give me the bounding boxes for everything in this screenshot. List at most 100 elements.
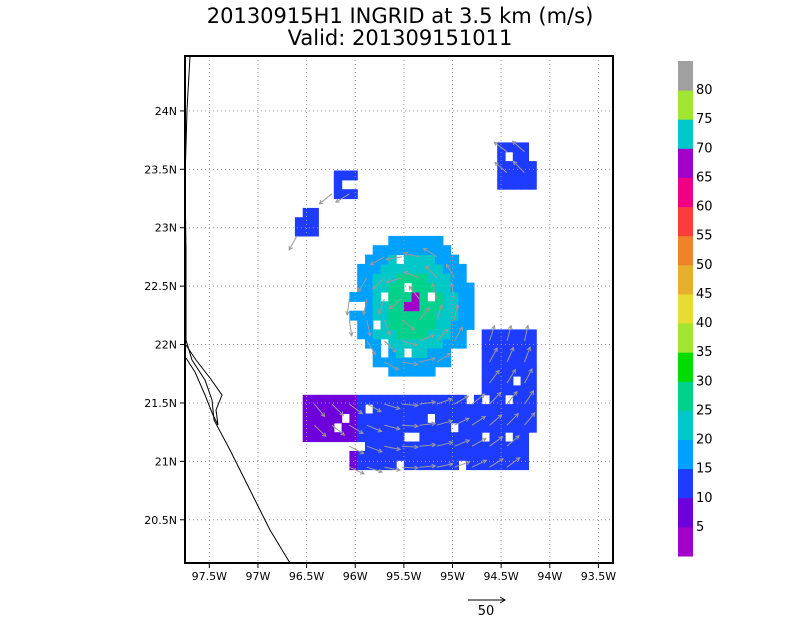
wind-cell: [450, 273, 459, 284]
wind-vector: [366, 403, 382, 413]
wind-cell: [435, 432, 444, 443]
wind-vector: [383, 319, 391, 337]
wind-vector-head: [497, 414, 503, 419]
wind-vector-head: [511, 140, 517, 146]
reference-vector-head: [499, 596, 506, 604]
wind-cell: [489, 357, 498, 368]
wind-vector-shaft: [454, 395, 469, 405]
wind-vector-shaft: [378, 298, 385, 315]
wind-vector-shaft: [401, 403, 418, 406]
wind-vector: [511, 140, 525, 153]
x-tick-label: 96W: [343, 570, 368, 583]
wind-cell: [419, 254, 428, 265]
wind-cell: [427, 310, 436, 321]
wind-vector: [384, 361, 400, 371]
wind-vector-shaft: [454, 439, 470, 447]
wind-vector-shaft: [419, 334, 435, 342]
wind-cell: [473, 450, 483, 461]
wind-vector: [288, 235, 298, 251]
wind-vector-head: [402, 251, 408, 257]
wind-vector: [454, 417, 470, 426]
wind-cell: [403, 254, 413, 265]
wind-cell: [497, 170, 506, 181]
wind-cell: [349, 413, 358, 424]
wind-vector: [489, 414, 503, 426]
wind-cell: [365, 320, 374, 330]
wind-cell: [333, 179, 343, 190]
colorbar: 5 10 15 20 25 30 35 40 45 50 55 60 65 70 75 80: [678, 61, 713, 557]
wind-vector-head: [413, 361, 419, 367]
wind-cell: [396, 263, 405, 274]
wind-cell: [365, 254, 374, 265]
wind-vector-shaft: [524, 325, 529, 342]
wind-vector: [494, 161, 508, 174]
wind-vector: [506, 368, 516, 384]
wind-cell: [396, 329, 405, 340]
wind-cell: [357, 404, 366, 414]
wind-vector: [366, 319, 372, 337]
colorbar-label: 45: [696, 287, 713, 302]
wind-cell: [341, 404, 350, 414]
wind-vector-head: [339, 411, 345, 417]
wind-vector-shaft: [314, 424, 327, 437]
wind-cell: [294, 226, 304, 237]
wind-vector-head: [378, 468, 384, 474]
wind-vector-head: [377, 428, 383, 433]
colorbar-label: 55: [696, 229, 713, 244]
wind-cell: [341, 170, 350, 181]
wind-cell: [497, 422, 506, 433]
wind-cell: [481, 338, 491, 349]
wind-cell: [388, 413, 397, 424]
wind-vector-shaft: [436, 352, 451, 363]
wind-cell: [458, 263, 467, 274]
wind-vector-shaft: [384, 424, 401, 430]
wind-cell: [435, 282, 444, 293]
wind-cell: [411, 329, 420, 340]
wind-vector-head: [530, 412, 536, 417]
wind-cell: [520, 161, 529, 171]
wind-cell: [372, 432, 382, 443]
coastline-lagoon: [185, 344, 223, 426]
wind-cell: [473, 413, 483, 424]
wind-cell: [435, 301, 444, 312]
wind-cell: [419, 235, 428, 246]
wind-vector-shaft: [319, 193, 333, 205]
wind-vector-shaft: [349, 445, 364, 455]
wind-vector-head: [388, 304, 394, 310]
wind-cell: [396, 413, 405, 424]
wind-vector: [377, 298, 385, 315]
wind-vector-shaft: [524, 368, 533, 384]
wind-vector-head: [495, 369, 500, 375]
wind-vector: [436, 397, 453, 405]
wind-cell: [512, 394, 522, 405]
wind-cell: [473, 460, 483, 471]
wind-cell: [435, 245, 444, 256]
wind-cell: [458, 450, 467, 461]
wind-vector-shaft: [288, 235, 298, 251]
wind-cell: [427, 301, 436, 312]
wind-cell: [481, 413, 491, 424]
wind-cell: [357, 413, 366, 424]
wind-cell: [512, 366, 522, 377]
wind-vector-head: [512, 160, 518, 166]
wind-vector: [401, 402, 419, 408]
wind-vector-shaft: [494, 162, 508, 174]
wind-cell: [419, 404, 428, 414]
wind-cell: [372, 273, 382, 284]
wind-vector: [436, 352, 452, 363]
wind-vector: [331, 424, 346, 436]
colorbar-segment: [678, 90, 693, 120]
wind-cell: [403, 422, 413, 433]
colorbar-segment: [678, 468, 693, 499]
wind-cell: [411, 310, 420, 321]
wind-vector-head: [392, 347, 397, 353]
x-tick-label: 96.5W: [289, 570, 324, 583]
wind-cell: [466, 404, 475, 414]
wind-cell: [528, 329, 537, 340]
wind-vector-head: [493, 141, 499, 147]
wind-vector: [419, 306, 431, 321]
wind-cell: [427, 450, 436, 461]
wind-cell: [458, 413, 467, 424]
wind-vector-shaft: [524, 346, 531, 363]
wind-cell: [388, 310, 397, 321]
